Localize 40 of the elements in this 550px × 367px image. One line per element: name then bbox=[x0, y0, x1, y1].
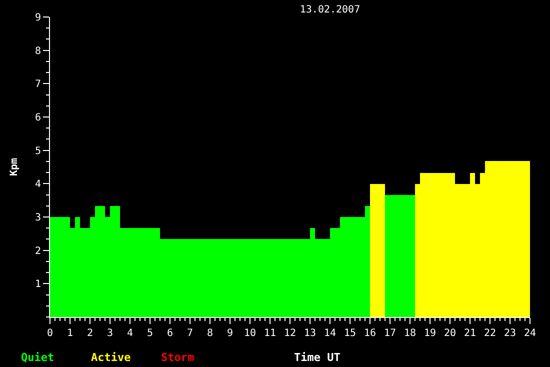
y-tick-label: 1 bbox=[34, 279, 41, 290]
text: Active bbox=[91, 351, 132, 364]
x-tick-label: 22 bbox=[484, 328, 496, 339]
x-tick-label: 24 bbox=[524, 328, 536, 339]
x-tick-label: 13 bbox=[304, 328, 316, 339]
y-tick-label: 5 bbox=[34, 146, 41, 157]
x-tick-label: 15 bbox=[344, 328, 356, 339]
x-tick-label: 3 bbox=[106, 328, 114, 339]
y-tick-label: 6 bbox=[34, 112, 41, 124]
x-tick-label: 6 bbox=[166, 328, 174, 339]
y-tick-label: 2 bbox=[34, 246, 41, 257]
x-tick-label: 18 bbox=[404, 328, 416, 339]
x-tick-label: 23 bbox=[504, 328, 516, 339]
chart-title: 13.02.2007 bbox=[300, 4, 360, 16]
x-tick-label: 21 bbox=[464, 328, 476, 339]
y-tick-label: 4 bbox=[34, 179, 41, 190]
y-tick-label: 8 bbox=[34, 46, 41, 57]
x-tick-label: 11 bbox=[264, 328, 276, 339]
x-tick-label: 12 bbox=[284, 328, 296, 339]
x-tick-label: 7 bbox=[186, 328, 194, 339]
x-tick-label: 10 bbox=[244, 328, 256, 339]
y-axis-title: Kpm bbox=[9, 158, 20, 176]
x-tick-label: 4 bbox=[126, 328, 134, 339]
x-tick-label: 17 bbox=[384, 328, 396, 339]
x-tick-label: 16 bbox=[364, 328, 376, 339]
x-tick-label: 19 bbox=[424, 328, 436, 339]
y-tick-label: 7 bbox=[34, 79, 41, 90]
x-tick-label: 5 bbox=[146, 328, 154, 339]
x-tick-label: 14 bbox=[324, 328, 336, 339]
legend-label: Storm bbox=[161, 351, 194, 364]
x-tick-label: 1 bbox=[66, 328, 74, 339]
y-tick-label: 3 bbox=[34, 212, 41, 224]
text: Quiet bbox=[21, 351, 54, 364]
x-axis-title: Time UT bbox=[294, 351, 341, 364]
x-tick-label: 8 bbox=[206, 328, 214, 339]
x-tick-label: 9 bbox=[226, 328, 234, 339]
x-tick-label: 0 bbox=[46, 328, 54, 339]
x-tick-label: 20 bbox=[444, 328, 456, 339]
y-tick-label: 9 bbox=[34, 12, 41, 24]
x-tick-label: 2 bbox=[86, 328, 94, 339]
